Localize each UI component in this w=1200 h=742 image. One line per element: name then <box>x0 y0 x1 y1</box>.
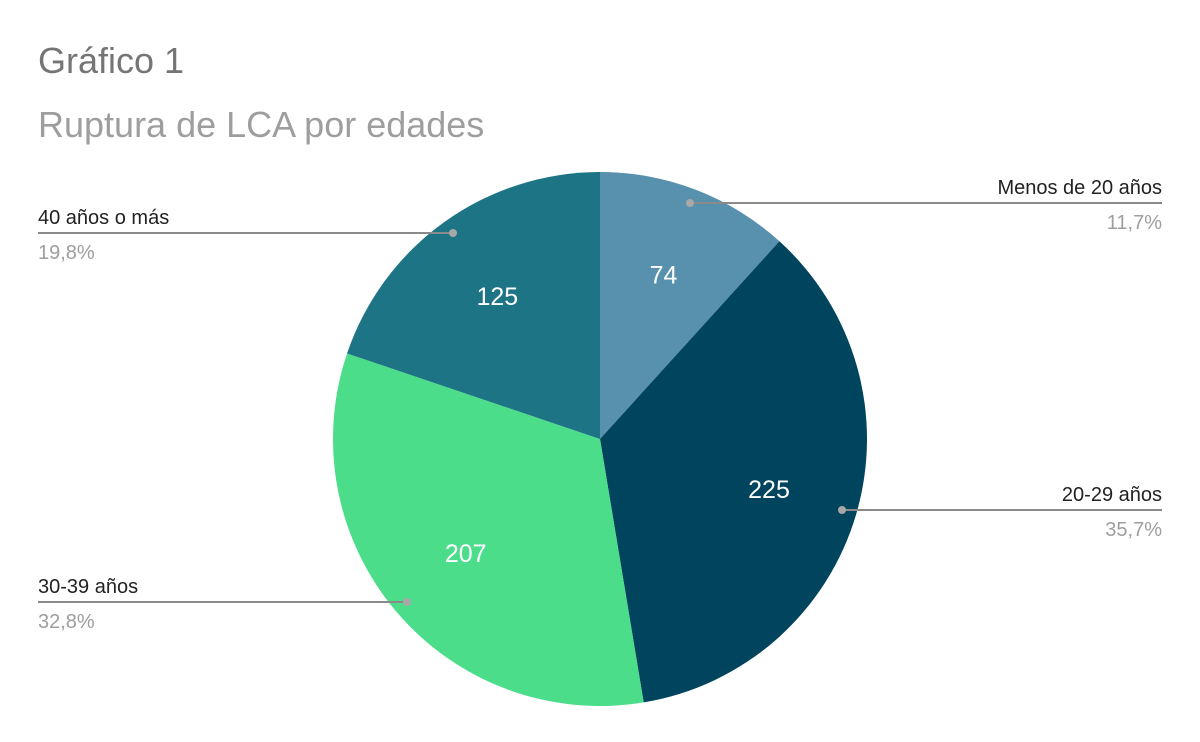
pie-slice <box>600 172 780 439</box>
slice-value-label: 207 <box>445 540 487 568</box>
leader-dot <box>449 229 457 237</box>
slice-value-label: 125 <box>476 283 518 311</box>
leader-dot <box>686 199 694 207</box>
pie-slice <box>332 353 644 706</box>
slice-percent-label: 32,8% <box>38 611 95 633</box>
chart-subtitle: Ruptura de LCA por edades <box>38 104 485 145</box>
chart-title: Gráfico 1 <box>38 40 185 81</box>
leader-dot <box>838 506 846 514</box>
leader-dot <box>403 598 411 606</box>
slice-percent-label: 11,7% <box>1107 212 1162 234</box>
slice-value-label: 225 <box>748 476 790 504</box>
slice-percent-label: 35,7% <box>1105 519 1162 541</box>
pie-slice <box>347 172 600 439</box>
slice-category-label: 30-39 años <box>38 576 138 598</box>
pie-slice <box>600 241 867 703</box>
slice-category-label: 40 años o más <box>38 207 169 229</box>
slice-value-label: 74 <box>650 262 678 290</box>
slice-category-label: Menos de 20 años <box>997 177 1162 199</box>
slice-category-label: 20-29 años <box>1062 484 1162 506</box>
slice-percent-label: 19,8% <box>38 242 95 264</box>
